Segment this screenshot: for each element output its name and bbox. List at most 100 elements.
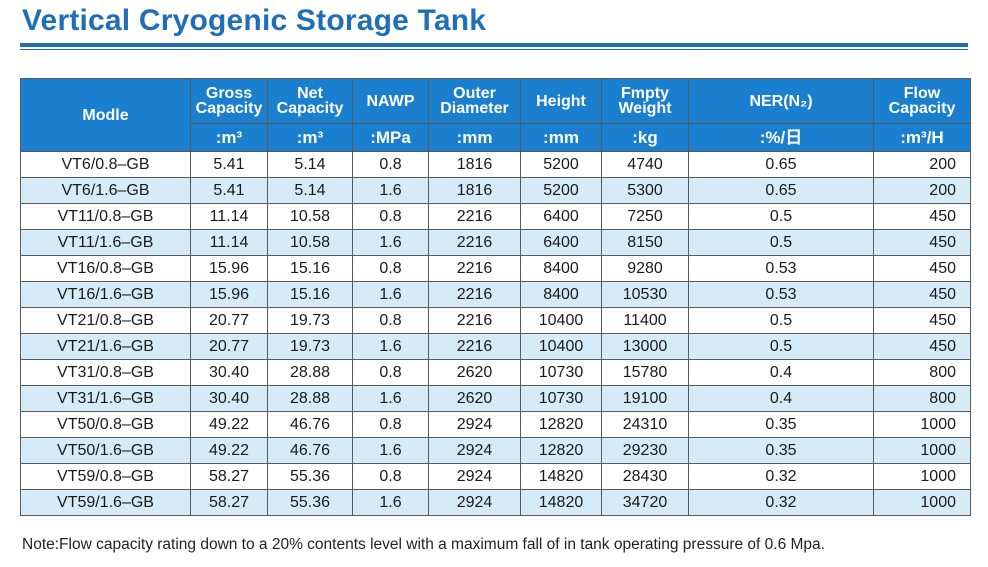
table-cell: 7250 (601, 203, 689, 230)
model-cell: VT21/1.6–GB (20, 333, 191, 360)
model-cell: VT16/1.6–GB (20, 281, 191, 308)
table-row: VT16/0.8–GB 15.96 15.16 0.8 2216 8400 9280 0.53… (20, 255, 971, 282)
table-cell: 0.8 (352, 463, 429, 490)
table-row: VT50/0.8–GB 49.22 46.76 0.8 2924 12820 24310 0.… (20, 411, 971, 438)
table-cell: 1.6 (352, 385, 429, 412)
table-cell: 28.88 (267, 359, 353, 386)
table-cell: 58.27 (190, 489, 268, 516)
table-cell: 4740 (601, 151, 689, 178)
table-cell: 2216 (428, 281, 521, 308)
table-cell: 2620 (428, 385, 521, 412)
table-cell: 15.96 (190, 281, 268, 308)
header-nawp: NAWP (352, 78, 429, 124)
unit-nawp: :MPa (352, 123, 429, 152)
table-cell: 49.22 (190, 437, 268, 464)
table-cell: 12820 (520, 411, 602, 438)
table-cell: 2924 (428, 437, 521, 464)
table-cell: 5.14 (267, 151, 353, 178)
table-cell: 19.73 (267, 307, 353, 334)
table-cell: 5200 (520, 151, 602, 178)
header-net-capacity: Net Capacity (267, 78, 353, 124)
table-cell: 2216 (428, 307, 521, 334)
table-cell: 6400 (520, 203, 602, 230)
unit-flow-capacity: :m³/H (873, 123, 971, 152)
table-cell: 2216 (428, 203, 521, 230)
spec-table: Modle Gross Capacity Net Capacity NAWP O… (20, 78, 971, 516)
table-cell: 2924 (428, 463, 521, 490)
table-cell: 5.41 (190, 151, 268, 178)
footnote: Note:Flow capacity rating down to a 20% … (22, 536, 825, 553)
table-row: VT31/0.8–GB 30.40 28.88 0.8 2620 10730 15780 0.… (20, 359, 971, 386)
model-cell: VT11/0.8–GB (20, 203, 191, 230)
table-cell: 2924 (428, 411, 521, 438)
table-cell: 1000 (873, 463, 971, 490)
table-cell: 12820 (520, 437, 602, 464)
title-underline-thick (20, 43, 968, 47)
table-cell: 30.40 (190, 359, 268, 386)
table-cell: 450 (873, 203, 971, 230)
table-cell: 0.53 (688, 281, 874, 308)
table-cell: 1816 (428, 151, 521, 178)
table-header: Modle Gross Capacity Net Capacity NAWP O… (20, 78, 971, 152)
model-cell: VT21/0.8–GB (20, 307, 191, 334)
model-cell: VT6/0.8–GB (20, 151, 191, 178)
table-cell: 15.96 (190, 255, 268, 282)
table-cell: 11400 (601, 307, 689, 334)
model-cell: VT31/1.6–GB (20, 385, 191, 412)
table-cell: 0.8 (352, 203, 429, 230)
table-cell: 10730 (520, 385, 602, 412)
model-cell: VT59/0.8–GB (20, 463, 191, 490)
table-cell: 10.58 (267, 229, 353, 256)
table-cell: 450 (873, 255, 971, 282)
model-cell: VT31/0.8–GB (20, 359, 191, 386)
table-cell: 46.76 (267, 437, 353, 464)
table-cell: 13000 (601, 333, 689, 360)
table-cell: 55.36 (267, 463, 353, 490)
table-cell: 0.65 (688, 151, 874, 178)
table-cell: 15.16 (267, 281, 353, 308)
table-cell: 10400 (520, 333, 602, 360)
unit-net-capacity: :m³ (267, 123, 353, 152)
table-cell: 19.73 (267, 333, 353, 360)
table-cell: 2216 (428, 333, 521, 360)
table-cell: 8400 (520, 281, 602, 308)
table-cell: 1.6 (352, 229, 429, 256)
table-cell: 6400 (520, 229, 602, 256)
unit-outer-diameter: :mm (428, 123, 521, 152)
table-row: VT11/1.6–GB 11.14 10.58 1.6 2216 6400 8150 0.5 4… (20, 229, 971, 256)
table-cell: 2216 (428, 229, 521, 256)
table-cell: 29230 (601, 437, 689, 464)
header-modle: Modle (20, 78, 191, 152)
table-cell: 15780 (601, 359, 689, 386)
table-cell: 1000 (873, 489, 971, 516)
table-cell: 0.4 (688, 359, 874, 386)
table-cell: 0.5 (688, 307, 874, 334)
table-cell: 55.36 (267, 489, 353, 516)
table-cell: 46.76 (267, 411, 353, 438)
table-cell: 200 (873, 151, 971, 178)
table-cell: 0.32 (688, 489, 874, 516)
table-cell: 49.22 (190, 411, 268, 438)
unit-gross-capacity: :m³ (190, 123, 268, 152)
table-row: VT11/0.8–GB 11.14 10.58 0.8 2216 6400 7250 0.5 4… (20, 203, 971, 230)
model-cell: VT16/0.8–GB (20, 255, 191, 282)
table-cell: 5.41 (190, 177, 268, 204)
table-cell: 9280 (601, 255, 689, 282)
table-cell: 200 (873, 177, 971, 204)
table-cell: 20.77 (190, 333, 268, 360)
table-cell: 58.27 (190, 463, 268, 490)
table-cell: 0.35 (688, 411, 874, 438)
model-cell: VT50/1.6–GB (20, 437, 191, 464)
table-cell: 450 (873, 281, 971, 308)
table-cell: 0.8 (352, 411, 429, 438)
table-cell: 11.14 (190, 229, 268, 256)
table-cell: 0.8 (352, 151, 429, 178)
table-cell: 2924 (428, 489, 521, 516)
table-cell: 0.8 (352, 307, 429, 334)
table-cell: 0.5 (688, 203, 874, 230)
unit-empty-weight: :kg (601, 123, 689, 152)
table-cell: 11.14 (190, 203, 268, 230)
table-cell: 0.5 (688, 229, 874, 256)
table-cell: 8150 (601, 229, 689, 256)
table-row: VT16/1.6–GB 15.96 15.16 1.6 2216 8400 10530 0.5… (20, 281, 971, 308)
